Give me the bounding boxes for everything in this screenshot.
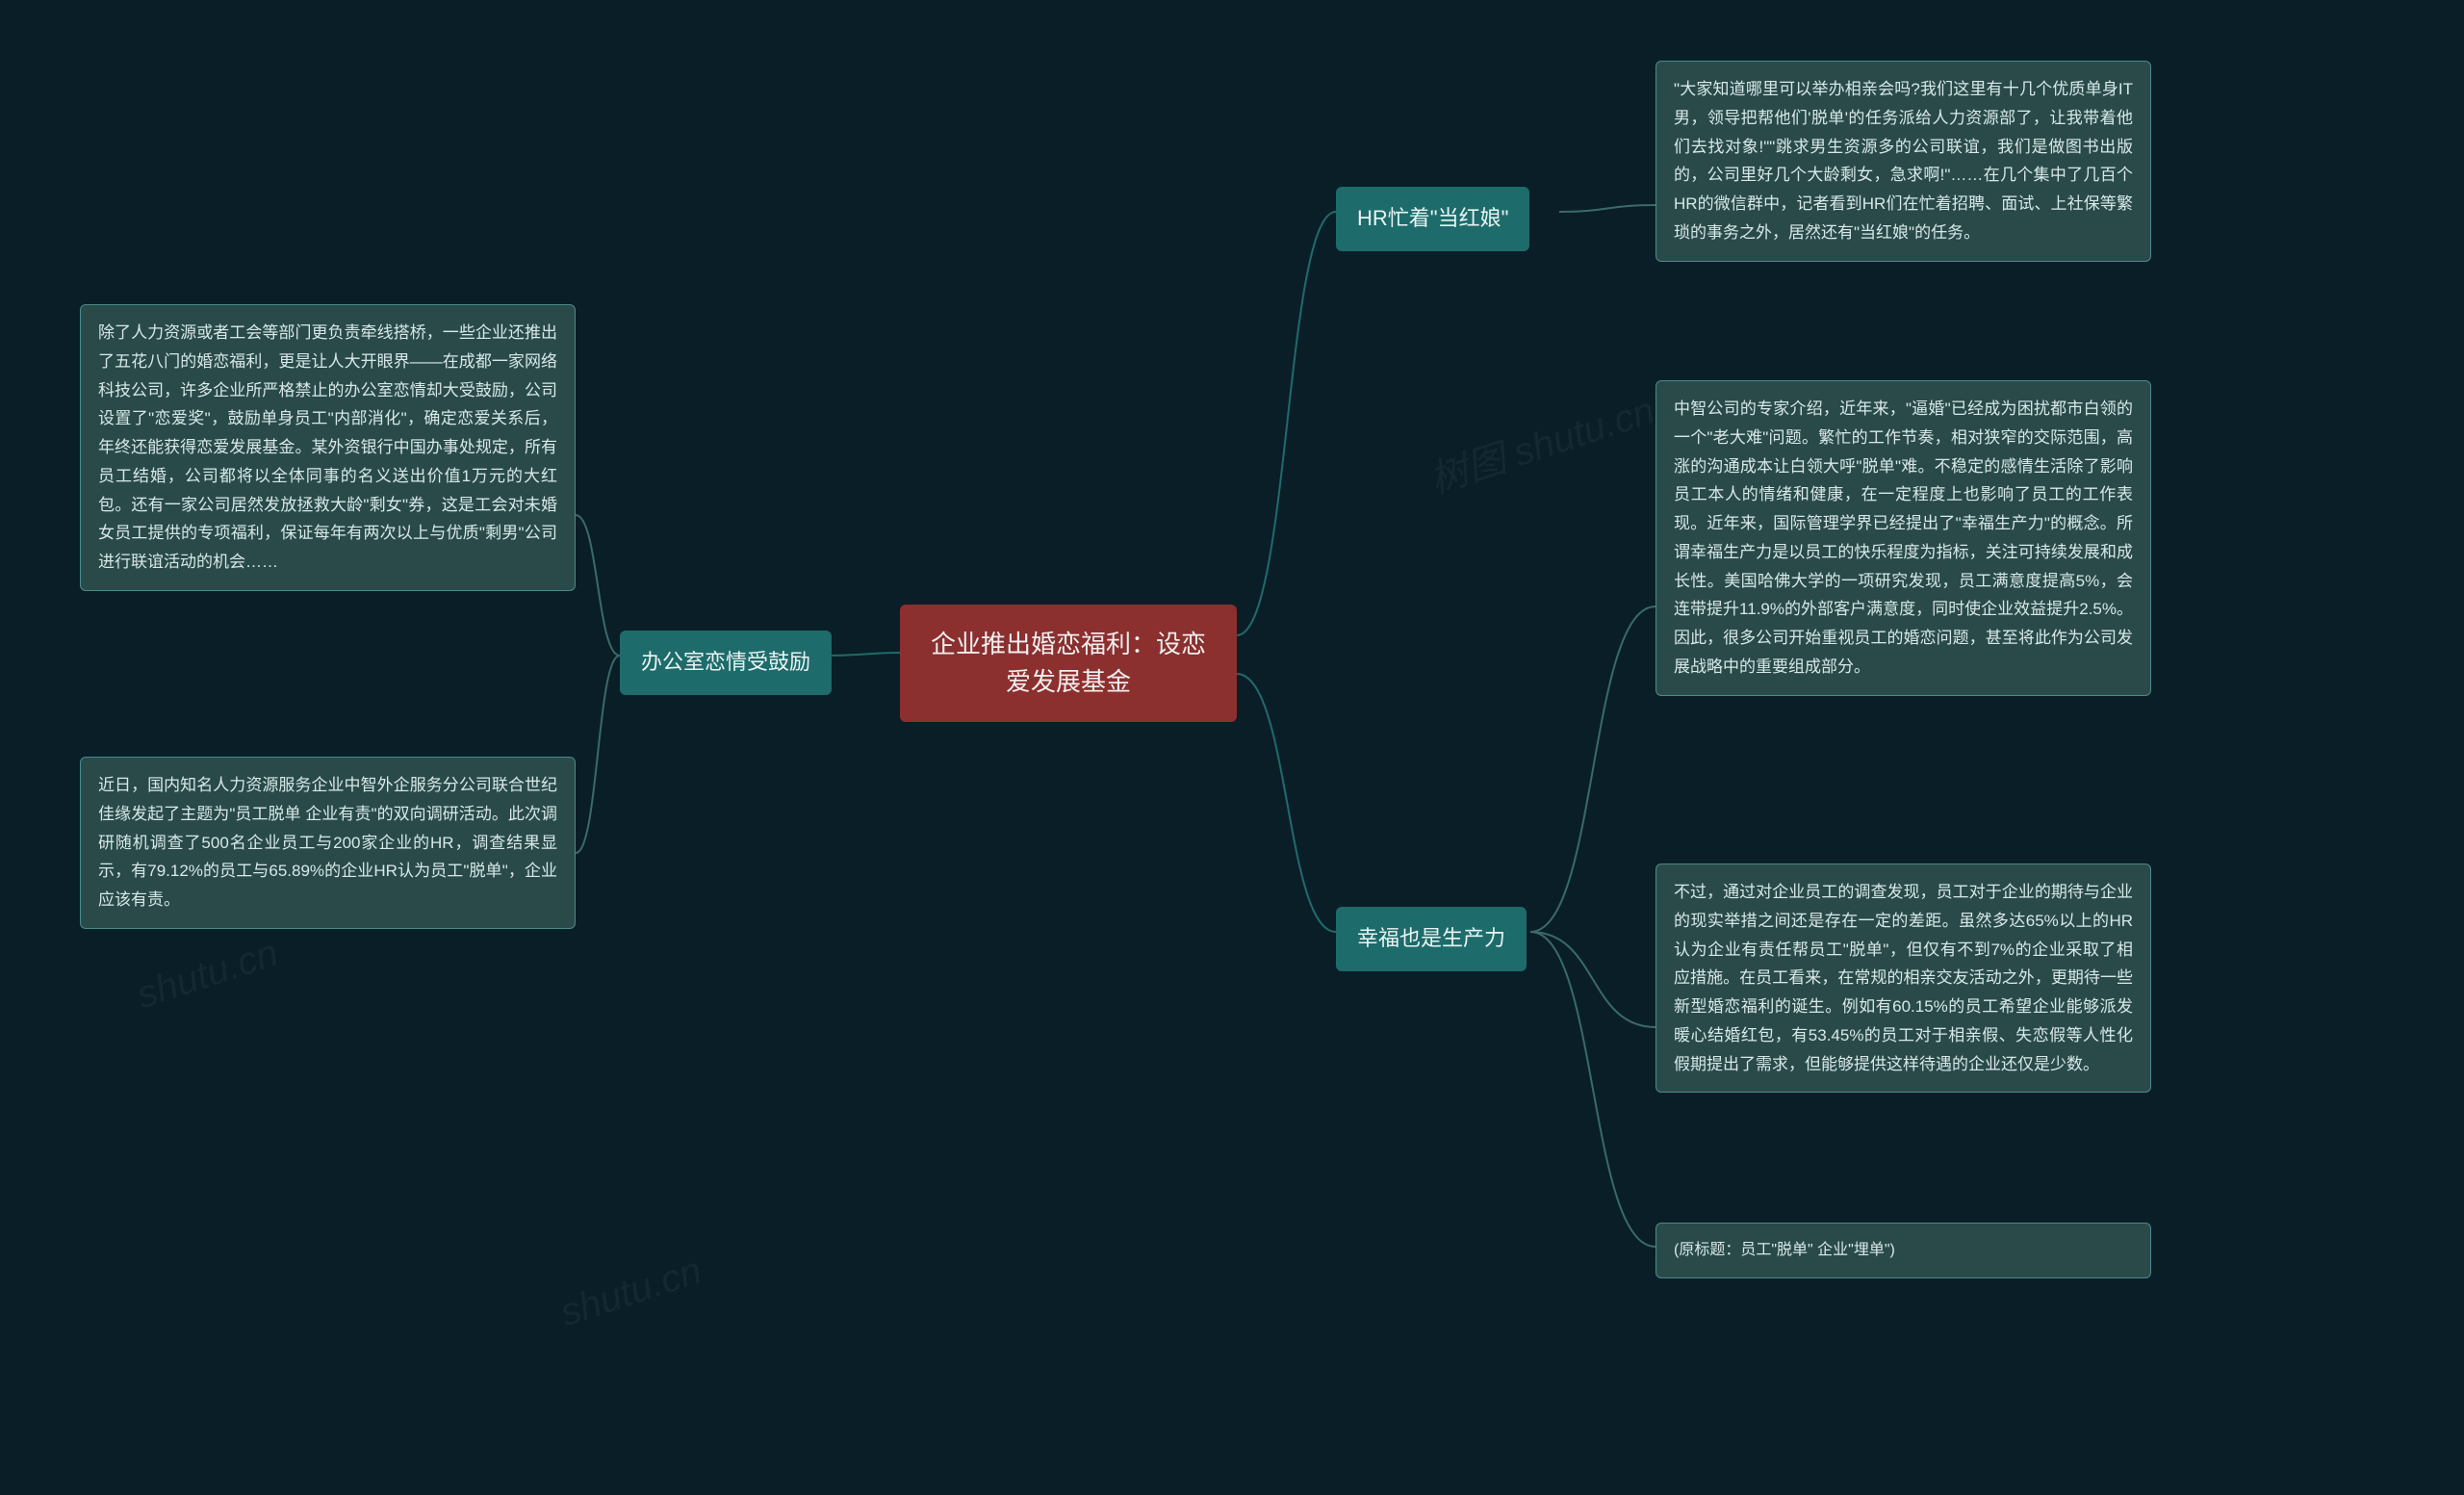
edge-right1-leaf1 — [1559, 205, 1656, 212]
watermark: shutu.cn — [132, 932, 284, 1018]
branch-right2[interactable]: 幸福也是生产力 — [1336, 907, 1527, 971]
watermark: 树图 shutu.cn — [1422, 379, 1660, 504]
leaf-right1-0[interactable]: "大家知道哪里可以举办相亲会吗?我们这里有十几个优质单身IT男，领导把帮他们'脱… — [1656, 61, 2151, 262]
leaf-text: "大家知道哪里可以举办相亲会吗?我们这里有十几个优质单身IT男，领导把帮他们'脱… — [1674, 80, 2133, 242]
leaf-text: (原标题：员工"脱单" 企业"埋单") — [1674, 1242, 1895, 1258]
leaf-left-1[interactable]: 近日，国内知名人力资源服务企业中智外企服务分公司联合世纪佳缘发起了主题为"员工脱… — [80, 757, 576, 929]
leaf-text: 近日，国内知名人力资源服务企业中智外企服务分公司联合世纪佳缘发起了主题为"员工脱… — [98, 776, 557, 909]
edge-right2-leaf1 — [1530, 606, 1656, 932]
leaf-right2-0[interactable]: 中智公司的专家介绍，近年来，"逼婚"已经成为困扰都市白领的一个"老大难"问题。繁… — [1656, 380, 2151, 696]
edge-right2-leaf3 — [1530, 932, 1656, 1247]
edge-root-right2 — [1237, 674, 1336, 932]
leaf-text: 除了人力资源或者工会等部门更负责牵线搭桥，一些企业还推出了五花八门的婚恋福利，更… — [98, 323, 557, 571]
branch-right1[interactable]: HR忙着"当红娘" — [1336, 187, 1529, 251]
root-node[interactable]: 企业推出婚恋福利：设恋爱发展基金 — [900, 605, 1237, 722]
leaf-text: 中智公司的专家介绍，近年来，"逼婚"已经成为困扰都市白领的一个"老大难"问题。繁… — [1674, 400, 2133, 676]
branch-left-label: 办公室恋情受鼓励 — [641, 650, 810, 674]
leaf-right2-1[interactable]: 不过，通过对企业员工的调查发现，员工对于企业的期待与企业的现实举措之间还是存在一… — [1656, 863, 2151, 1093]
leaf-text: 不过，通过对企业员工的调查发现，员工对于企业的期待与企业的现实举措之间还是存在一… — [1674, 883, 2133, 1073]
branch-left[interactable]: 办公室恋情受鼓励 — [620, 631, 832, 695]
edge-left-leaf2 — [576, 656, 620, 853]
branch-right2-label: 幸福也是生产力 — [1357, 926, 1505, 950]
leaf-left-0[interactable]: 除了人力资源或者工会等部门更负责牵线搭桥，一些企业还推出了五花八门的婚恋福利，更… — [80, 304, 576, 591]
root-label: 企业推出婚恋福利：设恋爱发展基金 — [931, 630, 1206, 696]
edge-root-left — [830, 653, 900, 656]
edge-left-leaf1 — [576, 515, 620, 656]
edge-root-right1 — [1237, 212, 1336, 635]
branch-right1-label: HR忙着"当红娘" — [1357, 206, 1508, 230]
leaf-right2-2[interactable]: (原标题：员工"脱单" 企业"埋单") — [1656, 1223, 2151, 1278]
edge-right2-leaf2 — [1530, 932, 1656, 1027]
watermark: shutu.cn — [555, 1250, 707, 1336]
